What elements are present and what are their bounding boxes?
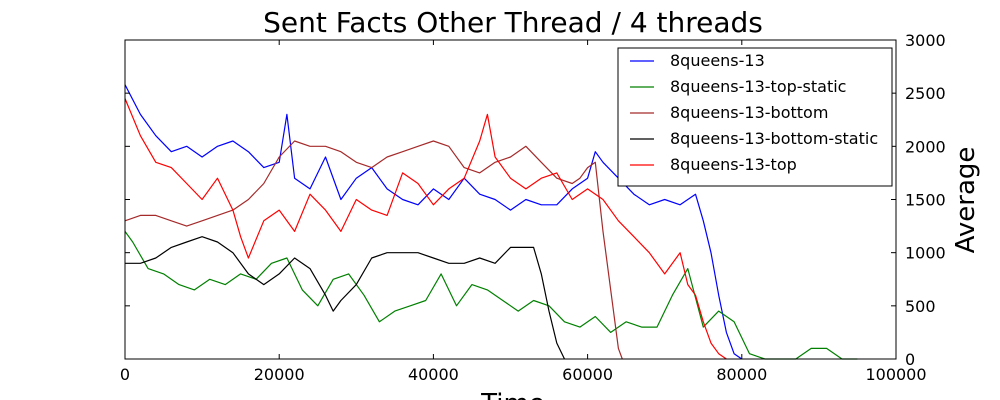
y-tick-label: 500	[905, 297, 936, 316]
series-line-3	[124, 140, 623, 360]
y-axis-label: Average	[951, 147, 981, 254]
plot-series	[124, 84, 858, 360]
y-tick-label: 2500	[905, 84, 946, 103]
series-line-1	[124, 84, 743, 360]
chart-title: Sent Facts Other Thread / 4 threads	[263, 6, 763, 39]
series-line-2	[124, 231, 858, 360]
y-axis-ticks: 0 500 1000 1500 2000 2500 3000	[125, 31, 946, 369]
legend-label-1: 8queens-13	[670, 51, 765, 70]
legend-label-4: 8queens-13-bottom-static	[670, 129, 878, 148]
y-tick-label: 2000	[905, 137, 946, 156]
x-tick-label: 40000	[408, 365, 459, 384]
series-line-5	[124, 98, 727, 360]
y-tick-label: 3000	[905, 31, 946, 50]
legend-label-2: 8queens-13-top-static	[670, 77, 846, 96]
x-tick-label: 0	[120, 365, 130, 384]
x-tick-label: 60000	[562, 365, 613, 384]
legend-box	[617, 47, 893, 187]
y-tick-label: 1500	[905, 191, 946, 210]
x-axis-ticks: 0 20000 40000 60000 80000 100000	[120, 40, 927, 384]
legend-label-3: 8queens-13-bottom	[670, 103, 828, 122]
series-line-4	[125, 236, 566, 360]
x-axis-label: Time	[480, 389, 545, 400]
x-tick-label: 100000	[865, 365, 926, 384]
legend-label-5: 8queens-13-top	[670, 155, 797, 174]
x-tick-label: 80000	[716, 365, 767, 384]
x-tick-label: 20000	[254, 365, 305, 384]
legend: 8queens-13 8queens-13-top-static 8queens-1…	[617, 47, 893, 187]
y-tick-label: 0	[905, 350, 915, 369]
y-tick-label: 1000	[905, 244, 946, 263]
